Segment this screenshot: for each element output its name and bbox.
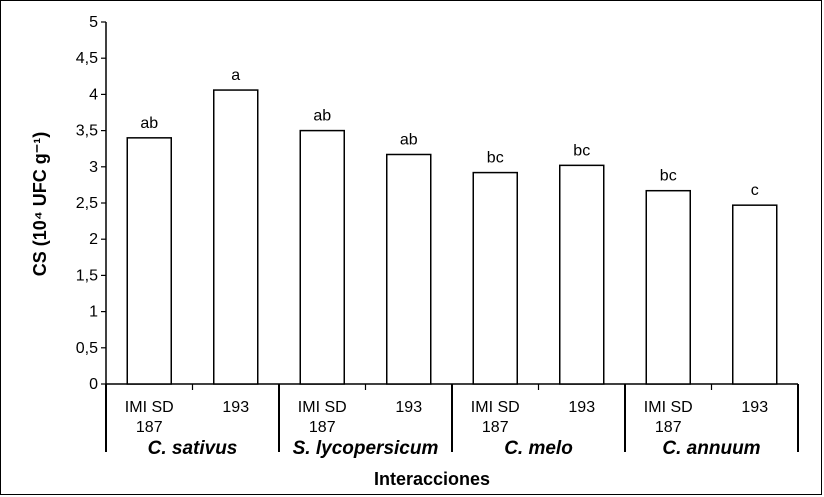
- bar: [126, 137, 172, 385]
- y-tick-label: 5: [89, 14, 98, 31]
- x-tick-label: 193: [741, 399, 768, 416]
- y-tick-label: 2: [89, 231, 98, 248]
- significance-letter: ab: [400, 131, 418, 148]
- x-tick-label: IMI SD: [471, 399, 520, 416]
- group-label: C. annuum: [662, 438, 760, 459]
- significance-letter: ab: [313, 108, 331, 125]
- y-tick-label: 4: [89, 86, 98, 103]
- group-label: C. sativus: [148, 438, 238, 459]
- y-tick-label: 1,5: [76, 267, 98, 284]
- y-tick-label: 0,5: [76, 340, 98, 357]
- bar: [732, 204, 778, 385]
- x-tick-label: 187: [655, 419, 682, 436]
- significance-letter: a: [231, 67, 240, 84]
- y-axis-title: CS (10⁴ UFC g⁻¹): [30, 132, 50, 276]
- x-tick-label: 193: [222, 399, 249, 416]
- x-tick-label: 193: [395, 399, 422, 416]
- bar: [559, 164, 605, 385]
- x-tick-label: 187: [136, 419, 163, 436]
- bar: [299, 129, 345, 385]
- y-tick-label: 0: [89, 376, 98, 393]
- bar: [386, 153, 432, 385]
- x-tick-label: 193: [568, 399, 595, 416]
- significance-letter: bc: [573, 142, 590, 159]
- y-tick-label: 2,5: [76, 195, 98, 212]
- x-tick-label: 187: [482, 419, 509, 436]
- significance-letter: bc: [660, 168, 677, 185]
- bar: [645, 189, 691, 385]
- group-label: S. lycopersicum: [293, 438, 439, 459]
- significance-letter: c: [751, 182, 759, 199]
- x-axis-title: Interacciones: [374, 469, 490, 489]
- y-tick-label: 3,5: [76, 123, 98, 140]
- y-tick-label: 1: [89, 304, 98, 321]
- bar: [213, 89, 259, 385]
- significance-letter: bc: [487, 150, 504, 167]
- significance-letter: ab: [140, 115, 158, 132]
- y-tick-label: 4,5: [76, 50, 98, 67]
- x-tick-label: 187: [309, 419, 336, 436]
- bar: [472, 171, 518, 385]
- y-tick-label: 3: [89, 159, 98, 176]
- x-tick-label: IMI SD: [298, 399, 347, 416]
- x-tick-label: IMI SD: [125, 399, 174, 416]
- x-tick-label: IMI SD: [644, 399, 693, 416]
- group-label: C. melo: [504, 438, 573, 459]
